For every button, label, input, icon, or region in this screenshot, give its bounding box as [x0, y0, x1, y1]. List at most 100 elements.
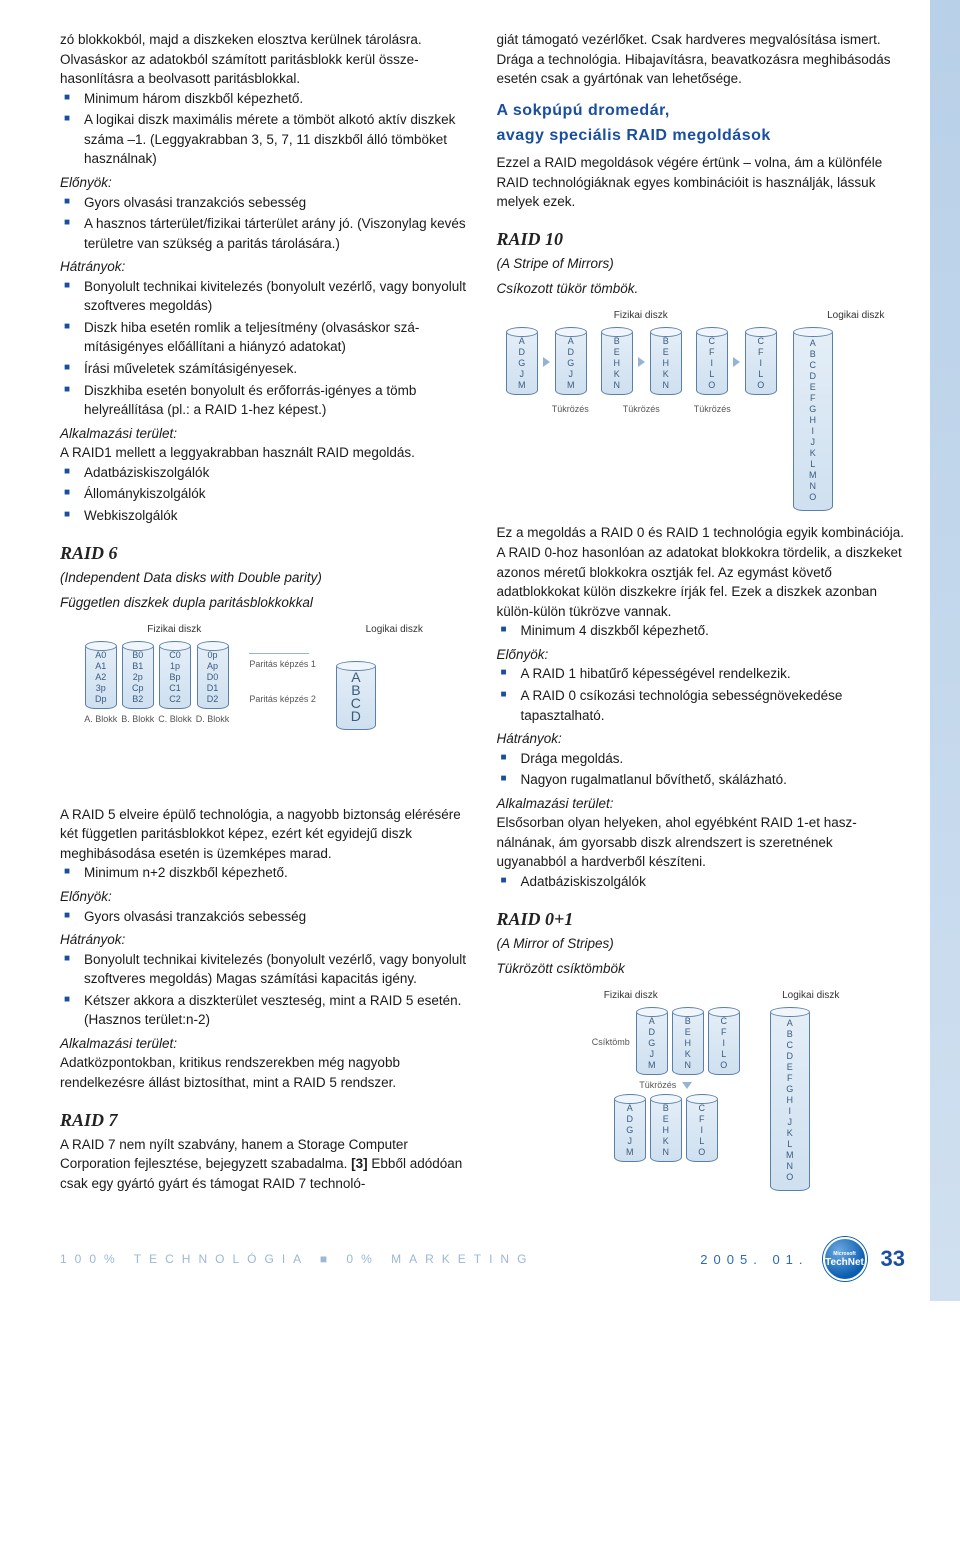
disk-icon: ADGJM — [555, 329, 587, 395]
raid6-subtitle-hu: Független diszkek dupla paritásblokkokka… — [60, 593, 469, 613]
parity-label-2: Paritás képzés 2 — [249, 693, 316, 706]
disk-icon: CFILO — [686, 1096, 718, 1162]
paragraph: Ez a megoldás a RAID 0 és RAID 1 technol… — [497, 523, 906, 621]
application-label: Alkalmazási terület: — [497, 794, 906, 814]
log-disk-label: Logikai diszk — [816, 309, 896, 324]
logical-disk-icon: ABCDEFGHIJKLMNO — [793, 329, 833, 511]
list-item: A logikai diszk maximális mérete a tömbö… — [64, 110, 469, 169]
mirror-label: Tükrözés — [623, 403, 660, 416]
list-item: Adatbáziskiszolgálók — [64, 463, 469, 483]
disadvantages-label: Hátrányok: — [60, 257, 469, 277]
list-item: Diszkhiba esetén bonyolult és erőforrás-… — [64, 381, 469, 420]
list-item: Állománykiszolgálók — [64, 484, 469, 504]
list-item: Nagyon rugalmatlanul bővíthető, skálázha… — [501, 770, 906, 790]
list-item: Írási műveletek számításigényesek. — [64, 359, 469, 379]
phys-disk-label: Fizikai diszk — [506, 309, 776, 324]
list-item: Diszk hiba esetén romlik a teljesítmény … — [64, 318, 469, 357]
paragraph: A RAID1 mellett a leggyakrabban használt… — [60, 443, 469, 463]
raid10-phys-row: ADGJM ADGJM BEHKN BEHKN CFILO CFILO — [506, 329, 777, 395]
mirror-label: Tükrözés — [639, 1079, 676, 1092]
list-item: Minimum 4 diszkből képezhető. — [501, 621, 906, 641]
list-item: Gyors olvasási tranzakciós sebesség — [64, 193, 469, 213]
stripe-label: Csíktömb — [592, 1036, 630, 1049]
disk-icon: 0pApD0D1D2 — [197, 643, 229, 709]
disk-icon: C01pBpC1C2 — [159, 643, 191, 709]
bullet-list: Adatbáziskiszolgálók Állománykiszolgálók… — [64, 463, 469, 526]
disk-icon: ADGJM — [636, 1009, 668, 1075]
logical-disk-icon: ABCDEFGHIJKLMNO — [770, 1009, 810, 1191]
raid01-subtitle-hu: Tükrözött csíktömbök — [497, 959, 906, 979]
bullet-list: Bonyolult technikai kivitelezés (bonyolu… — [64, 277, 469, 420]
disk-icon: BEHKN — [650, 1096, 682, 1162]
application-label: Alkalmazási terület: — [60, 424, 469, 444]
list-item: A hasznos tárterület/fizikai tárterület … — [64, 214, 469, 253]
badge-text: TechNet — [825, 1257, 864, 1268]
phys-disk-label: Fizikai diszk — [541, 989, 721, 1004]
raid01-top-row: ADGJM BEHKN CFILO — [636, 1009, 740, 1075]
bullet-list: Gyors olvasási tranzakciós sebesség — [64, 907, 469, 927]
disk-icon: B0B12pCpB2 — [122, 643, 154, 709]
raid01-heading: RAID 0+1 — [497, 906, 906, 932]
advantages-label: Előnyök: — [60, 173, 469, 193]
section-title-line1: A sokpúpú dromedár, — [497, 99, 906, 122]
raid7-heading: RAID 7 — [60, 1107, 469, 1133]
raid6-phys-row: A0A1A23pDp A. Blokk B0B12pCpB2 B. Blokk … — [84, 643, 229, 726]
paragraph: Adatközpontokban, kritikus rendszerekben… — [60, 1053, 469, 1092]
list-item: Gyors olvasási tranzakciós sebesség — [64, 907, 469, 927]
page-footer: 100% TECHNOLÓGIA ■ 0% MARKETING 2005. 01… — [0, 1223, 960, 1301]
bullet-list: Drága megoldás. Nagyon rugalmatlanul bőv… — [501, 749, 906, 790]
disk-label: A. Blokk — [84, 713, 117, 726]
list-item: Minimum n+2 diszkből képezhető. — [64, 863, 469, 883]
bullet-list: Adatbáziskiszolgálók — [501, 872, 906, 892]
raid10-subtitle-hu: Csíkozott tükör tömbök. — [497, 279, 906, 299]
raid01-diagram: Fizikai diszk Logikai diszk Csíktömb ADG… — [521, 989, 881, 1192]
disk-icon: ADGJM — [614, 1096, 646, 1162]
technet-badge-icon: Microsoft TechNet — [823, 1237, 867, 1281]
list-item: Kétszer akkora a diszkterület veszteség,… — [64, 991, 469, 1030]
raid7-paragraph: A RAID 7 nem nyílt szabvány, hanem a Sto… — [60, 1135, 469, 1194]
mirror-label: Tükrözés — [552, 403, 589, 416]
arrow-icon — [543, 357, 550, 367]
parity-label-1: Paritás képzés 1 — [249, 658, 316, 671]
reference: [3] — [351, 1156, 368, 1171]
raid10-diagram: Fizikai diszk Logikai diszk ADGJM ADGJM … — [506, 309, 896, 512]
raid6-subtitle-en: (Independent Data disks with Double pari… — [60, 568, 469, 588]
disadvantages-label: Hátrányok: — [60, 930, 469, 950]
list-item: Drága megoldás. — [501, 749, 906, 769]
raid10-heading: RAID 10 — [497, 226, 906, 252]
mirror-label: Tükrözés — [694, 403, 731, 416]
raid01-subtitle-en: (A Mirror of Stripes) — [497, 934, 906, 954]
application-label: Alkalmazási terület: — [60, 1034, 469, 1054]
disadvantages-label: Hátrányok: — [497, 729, 906, 749]
disk-icon: BEHKN — [650, 329, 682, 395]
disk-icon: CFILO — [708, 1009, 740, 1075]
paragraph: Ezzel a RAID megoldások végére értünk – … — [497, 153, 906, 212]
arrow-down-icon — [682, 1082, 692, 1089]
disk-icon: CFILO — [696, 329, 728, 395]
paragraph: A RAID 5 elveire épülő technológia, a na… — [60, 805, 469, 864]
logical-disk-icon: ABCD — [336, 663, 376, 730]
paragraph: giát támogató vezérlőket. Csak hardveres… — [497, 30, 906, 89]
list-item: Webkiszolgálók — [64, 506, 469, 526]
list-item: Bonyolult technikai kivitelezés (bonyolu… — [64, 277, 469, 316]
list-item: A RAID 1 hibatűrő képességével rendelkez… — [501, 664, 906, 684]
disk-label: D. Blokk — [196, 713, 230, 726]
disk-label: C. Blokk — [158, 713, 192, 726]
list-item: Adatbáziskiszolgálók — [501, 872, 906, 892]
disk-icon: ADGJM — [506, 329, 538, 395]
disk-icon: A0A1A23pDp — [85, 643, 117, 709]
bullet-list: Minimum 4 diszkből képezhető. — [501, 621, 906, 641]
arrow-icon — [638, 357, 645, 367]
footer-date: 2005. 01. — [700, 1252, 808, 1267]
page-columns: zó blokkokból, majd a diszkeken elosztva… — [0, 0, 960, 1223]
paragraph: zó blokkokból, majd a diszkeken elosztva… — [60, 30, 469, 89]
bullet-list: Minimum három diszkből képezhető. A logi… — [64, 89, 469, 169]
disk-icon: BEHKN — [601, 329, 633, 395]
log-disk-label: Logikai diszk — [344, 623, 444, 638]
raid01-bottom-row: ADGJM BEHKN CFILO — [614, 1096, 718, 1162]
advantages-label: Előnyök: — [497, 645, 906, 665]
list-item: A RAID 0 csíkozási technológia sebességn… — [501, 686, 906, 725]
phys-disk-label: Fizikai diszk — [84, 623, 264, 638]
bullet-list: Minimum n+2 diszkből képezhető. — [64, 863, 469, 883]
footer-slogan: 100% TECHNOLÓGIA ■ 0% MARKETING — [60, 1252, 534, 1266]
